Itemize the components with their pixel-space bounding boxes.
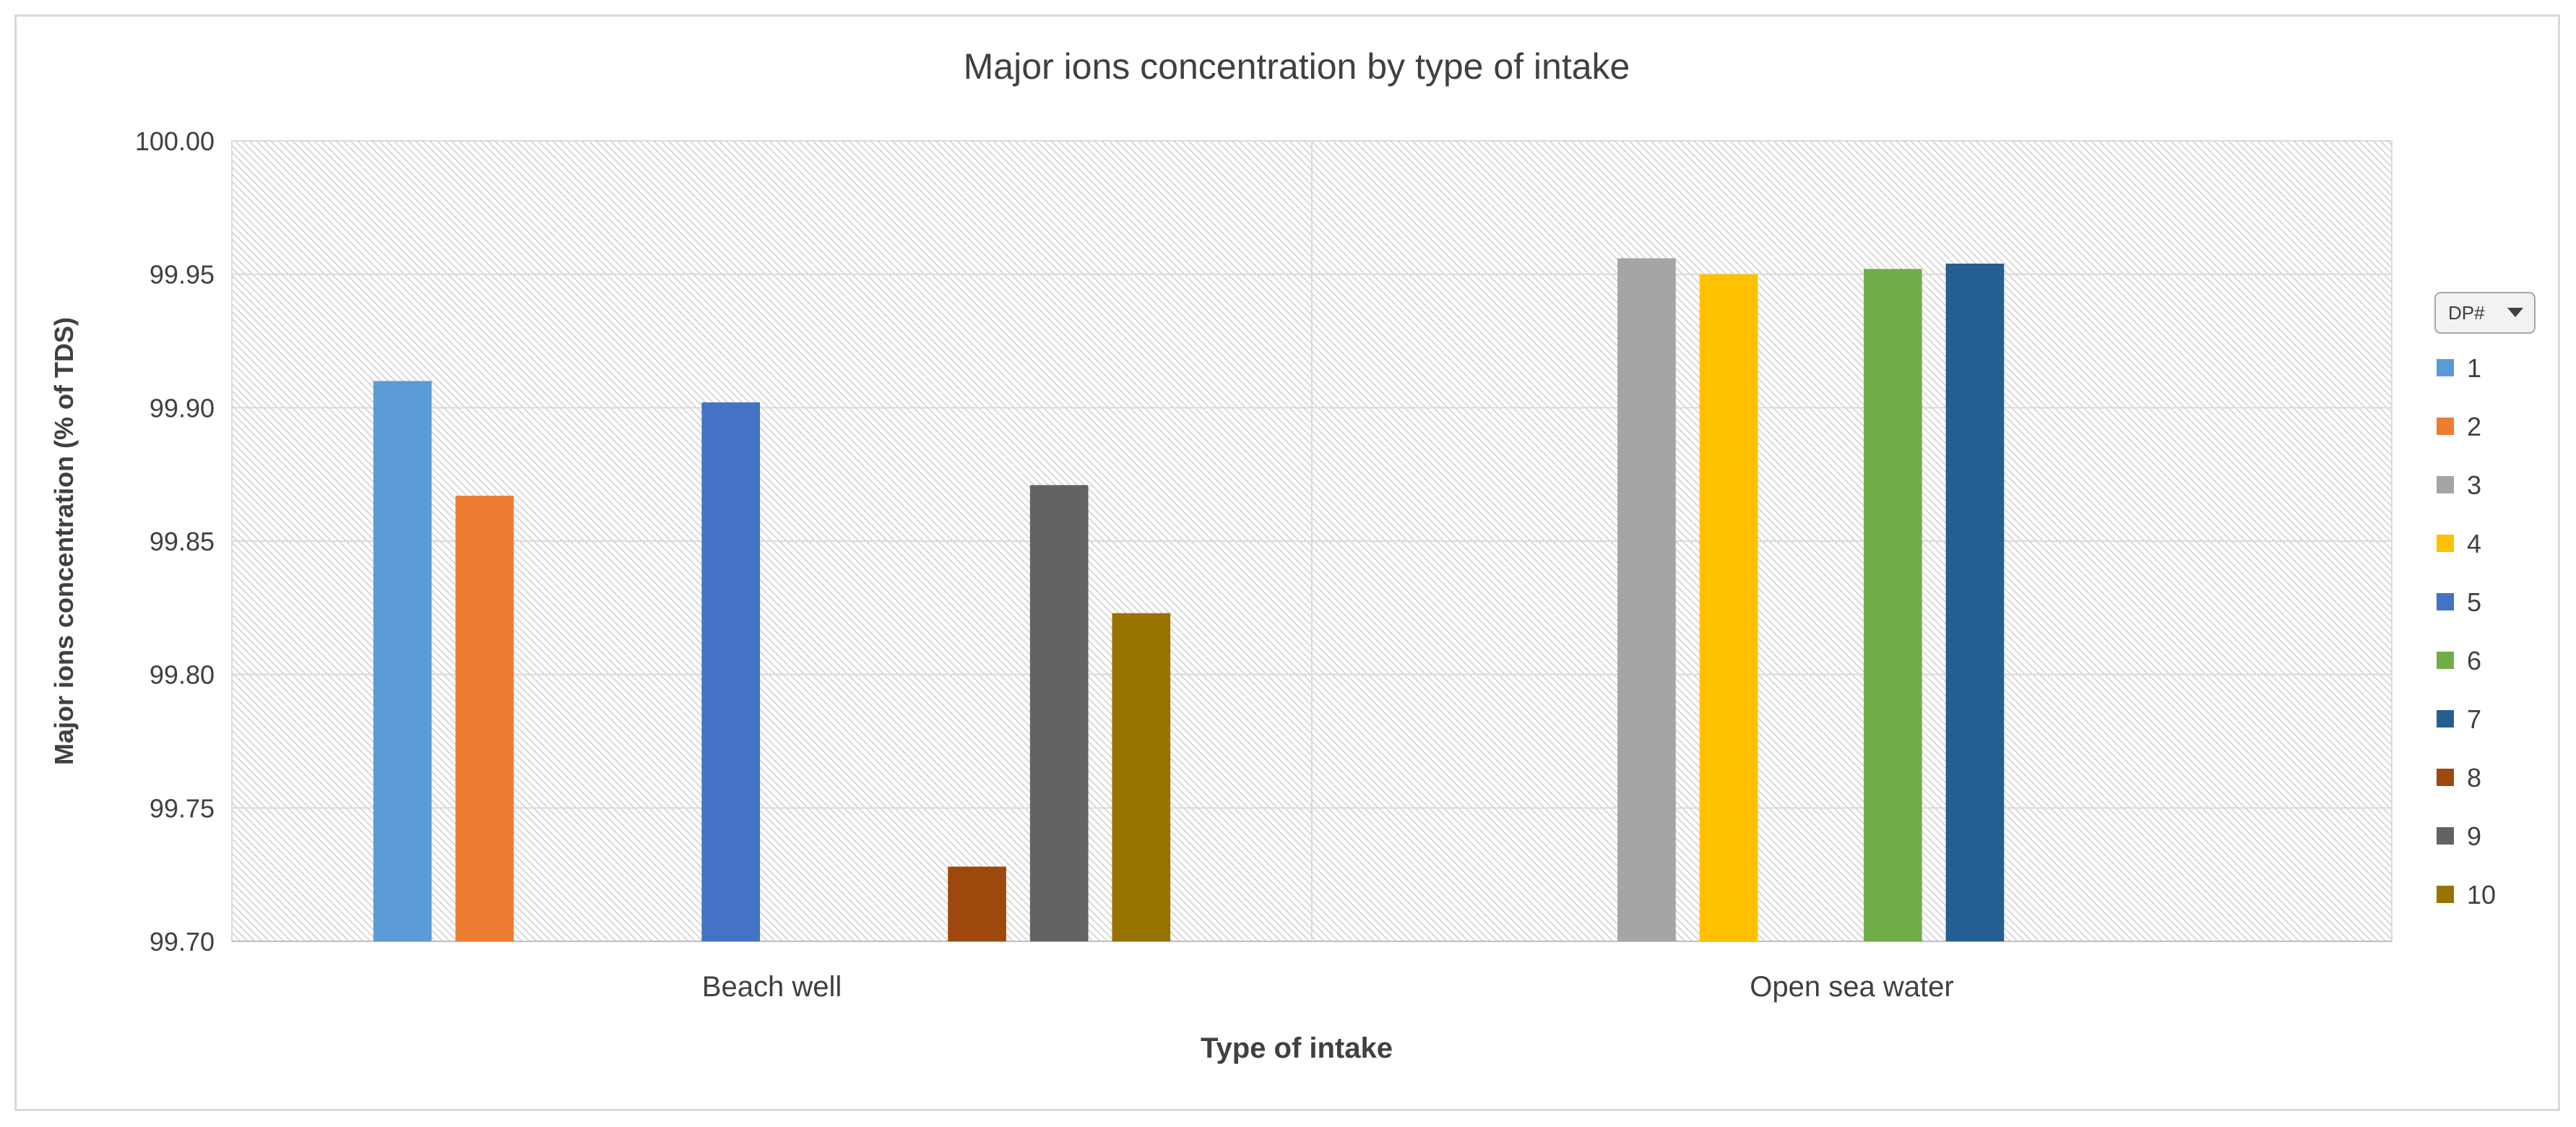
legend-label: 6: [2467, 646, 2481, 675]
bar-dp-1-beach-well: [373, 381, 432, 941]
x-axis-label: Type of intake: [1201, 1032, 1393, 1064]
legend-swatch: [2437, 359, 2454, 376]
legend-items: 1 2 3 4 5 6 7 8 9 10: [2437, 353, 2496, 910]
legend-label: 3: [2467, 470, 2481, 500]
legend-label: 8: [2467, 763, 2481, 793]
legend-label: 9: [2467, 821, 2481, 851]
legend-label: 4: [2467, 529, 2481, 558]
legend-swatch: [2437, 769, 2454, 786]
legend-swatch: [2437, 652, 2454, 669]
bar-dp-9-beach-well: [1029, 485, 1089, 941]
legend-swatch: [2437, 535, 2454, 552]
y-tick-label: 99.75: [150, 793, 215, 823]
legend-label: 1: [2467, 353, 2481, 383]
bar-dp-6-open-sea-water: [1863, 269, 1922, 941]
y-tick-label: 99.90: [150, 393, 215, 423]
bar-dp-7-open-sea-water: [1945, 263, 2005, 942]
legend-header: DP#: [2448, 302, 2485, 324]
legend-label: 7: [2467, 704, 2481, 734]
chart-title: Major ions concentration by type of inta…: [964, 46, 1630, 87]
legend-swatch: [2437, 827, 2454, 845]
bar-dp-4-open-sea-water: [1699, 274, 1758, 942]
chart-frame: 99.70 99.75 99.80 99.85 99.90 99.95 100.00 Bea…: [14, 14, 2560, 1111]
legend-filter-button[interactable]: DP#: [2434, 292, 2536, 334]
x-tick-label: Beach well: [702, 971, 842, 1003]
dropdown-arrow-icon: [2507, 308, 2523, 317]
legend-swatch: [2437, 476, 2454, 493]
y-tick-label: 99.70: [150, 927, 215, 957]
legend-swatch: [2437, 593, 2454, 610]
bar-dp-2-beach-well: [455, 496, 514, 941]
legend-label: 10: [2467, 880, 2496, 910]
y-tick-label: 99.80: [150, 660, 215, 690]
y-tick-label: 100.00: [135, 126, 215, 156]
x-axis-ticks: Beach well Open sea water: [702, 971, 1954, 1003]
bar-dp-5-beach-well: [701, 402, 761, 941]
legend-swatch: [2437, 418, 2454, 435]
legend-label: 5: [2467, 587, 2481, 617]
legend-swatch: [2437, 886, 2454, 903]
bars: [373, 258, 2005, 942]
y-axis-ticks: 99.70 99.75 99.80 99.85 99.90 99.95 100.00: [135, 126, 215, 957]
x-tick-label: Open sea water: [1750, 971, 1953, 1003]
legend: DP# 1 2 3 4 5 6 7 8 9 10: [2434, 292, 2536, 910]
y-tick-label: 99.95: [150, 260, 215, 290]
legend-label: 2: [2467, 412, 2481, 441]
y-tick-label: 99.85: [150, 527, 215, 556]
bar-dp-3-open-sea-water: [1617, 258, 1676, 941]
bar-dp-10-beach-well: [1112, 613, 1171, 941]
bar-dp-8-beach-well: [948, 866, 1006, 941]
y-axis-label: Major ions concentration (% of TDS): [49, 317, 79, 765]
legend-swatch: [2437, 710, 2454, 727]
chart-svg: 99.70 99.75 99.80 99.85 99.90 99.95 100.00 Bea…: [49, 46, 2536, 1064]
